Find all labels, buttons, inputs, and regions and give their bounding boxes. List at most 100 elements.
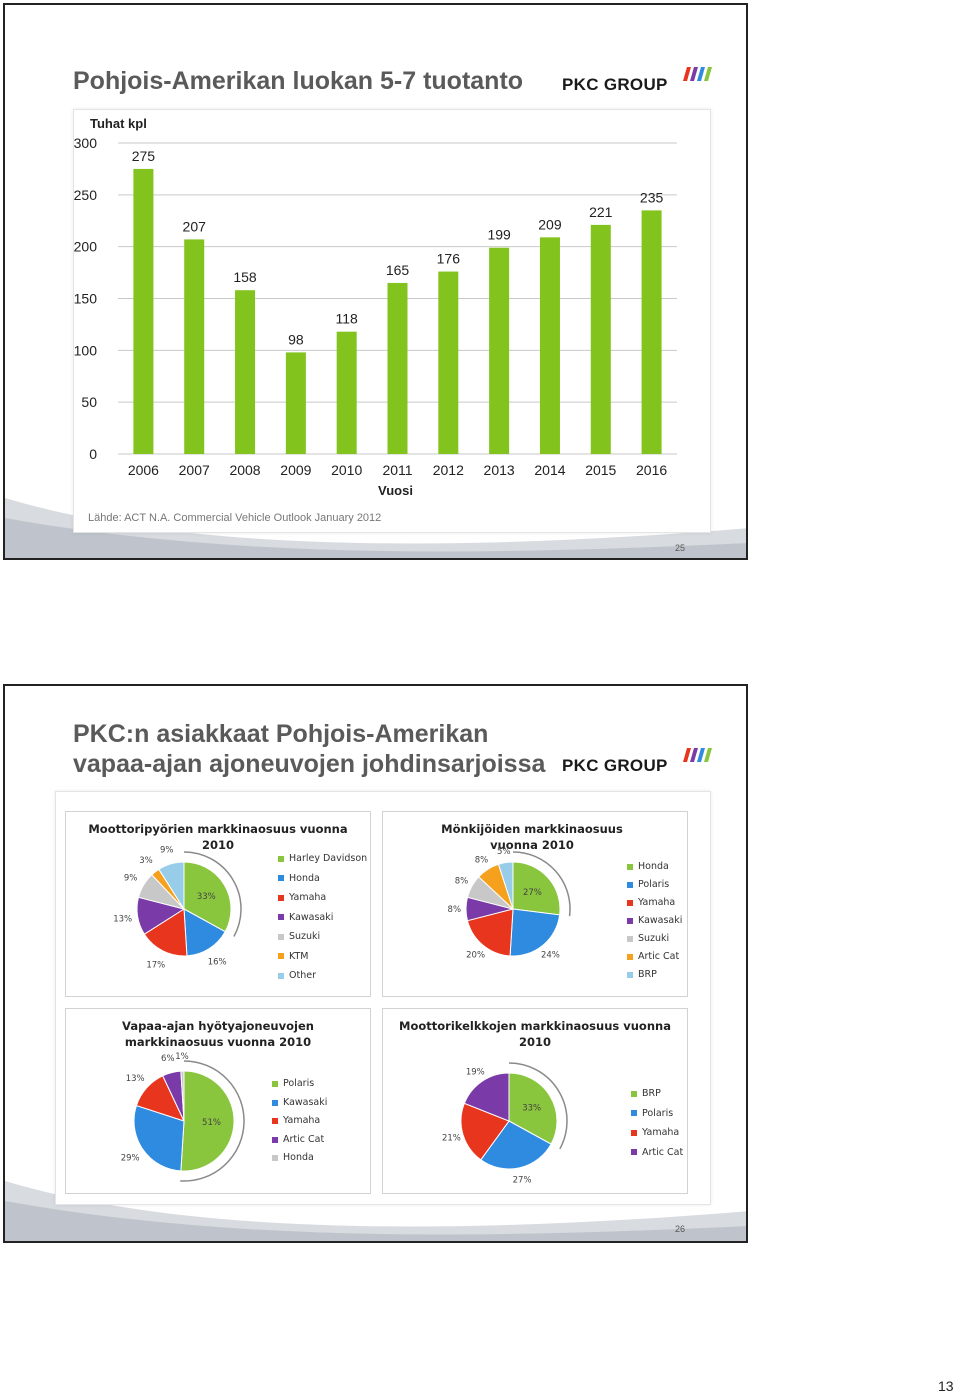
legend-item: Artic Cat [627, 948, 682, 966]
legend-swatch [627, 918, 633, 924]
slice-label: 33% [522, 1104, 541, 1114]
y-tick-label: 300 [74, 135, 98, 151]
pie-chart-utility-vehicles: Vapaa-ajan hyötyajoneuvojen markkinaosuus… [65, 1008, 371, 1194]
slide-2: PKC:n asiakkaat Pohjois-Amerikan vapaa-a… [3, 684, 748, 1243]
slice-label: 13% [113, 915, 132, 925]
slice-label: 13% [126, 1074, 145, 1084]
legend-swatch [631, 1149, 637, 1156]
legend-label: Artic Cat [642, 1146, 684, 1158]
legend-label: Yamaha [638, 897, 676, 908]
data-label: 235 [640, 189, 664, 205]
x-axis-label: Vuosi [378, 483, 413, 498]
legend-swatch [278, 855, 284, 862]
legend-swatch [631, 1129, 637, 1136]
bar [133, 168, 154, 454]
data-label: 118 [336, 311, 359, 327]
legend-item: Polaris [631, 1104, 683, 1124]
legend-item: Yamaha [627, 894, 682, 912]
data-label: 207 [183, 218, 207, 234]
x-tick-label: 2011 [382, 462, 412, 478]
legend-label: Kawasaki [289, 911, 334, 923]
page-number: 25 [675, 543, 686, 553]
pie-slice [133, 1104, 185, 1172]
slice-label: 19% [466, 1067, 485, 1077]
legend-item: Honda [272, 1149, 327, 1168]
y-tick-label: 100 [74, 342, 98, 358]
x-tick-label: 2016 [636, 462, 667, 478]
legend-label: Honda [289, 872, 320, 884]
legend-label: Suzuki [638, 933, 670, 944]
source-note: Lähde: ACT N.A. Commercial Vehicle Outlo… [88, 512, 382, 524]
slice-label: 6% [161, 1054, 175, 1064]
legend-item: Yamaha [272, 1112, 327, 1131]
legend-swatch [627, 972, 633, 978]
bar [438, 271, 459, 454]
x-tick-label: 2015 [585, 462, 616, 478]
bar [336, 331, 357, 454]
pie-svg: 33%16%17%13%9%3%9% [113, 845, 242, 970]
legend-swatch [627, 864, 633, 870]
pie-chart-snowmobiles: Moottorikelkkojen markkinaosuus vuonna 20… [382, 1008, 688, 1194]
chart-title: Vapaa-ajan hyötyajoneuvojen markkinaosuus… [122, 1019, 314, 1049]
slide-1: Pohjois-Amerikan luokan 5-7 tuotanto PKC… [3, 3, 748, 560]
slide-title: Pohjois-Amerikan luokan 5-7 tuotanto [73, 67, 524, 95]
slice-label: 8% [448, 905, 462, 915]
legend-label: BRP [638, 969, 657, 980]
pie-slice [509, 908, 561, 957]
bar [285, 352, 306, 454]
legend-item: Polaris [627, 876, 682, 894]
slice-label: 27% [513, 1176, 532, 1186]
legend-item: Kawasaki [627, 912, 682, 930]
legend-swatch [278, 972, 284, 979]
chart-title: Moottorikelkkojen markkinaosuus vuonna 20… [399, 1019, 671, 1049]
legend-label: BRP [642, 1088, 661, 1099]
legend-item: Honda [627, 858, 682, 876]
slice-label: 17% [146, 960, 165, 970]
legend-item: Kawasaki [272, 1094, 327, 1113]
x-tick-label: 2010 [331, 462, 362, 478]
pie-svg: 51% 29% 13% 6% 1% [121, 1052, 245, 1182]
bar [387, 282, 408, 454]
bar [590, 224, 611, 454]
legend-label: KTM [289, 950, 309, 962]
pie-chart-atv: Mönkijöiden markkinaosuus vuonna 2010 27%… [382, 811, 688, 997]
legend-item: Yamaha [631, 1123, 683, 1143]
slice-label: 8% [455, 877, 469, 887]
legend-item: Artic Cat [272, 1131, 327, 1150]
x-tick-label: 2007 [179, 462, 210, 478]
legend-item: Honda [278, 869, 367, 889]
swoosh-decoration [5, 498, 746, 558]
chart-title: Moottoripyörien markkinaosuus vuonna 2010 [88, 822, 348, 852]
slice-label: 29% [121, 1154, 140, 1164]
legend-item: Suzuki [627, 930, 682, 948]
legend-swatch [272, 1136, 278, 1143]
legend-swatch [278, 914, 284, 921]
legend-swatch [272, 1081, 278, 1088]
legend-swatch [278, 933, 284, 940]
data-label: 209 [538, 216, 562, 232]
pie-slice [460, 1102, 510, 1161]
slide-title: PKC:n asiakkaat Pohjois-Amerikan vapaa-a… [73, 719, 545, 779]
legend-swatch [631, 1090, 637, 1097]
pie-slice [180, 1070, 185, 1122]
highlight-arc [180, 1060, 245, 1182]
legend-swatch [627, 954, 633, 960]
y-tick-label: 250 [74, 187, 98, 203]
document-page-number: 13 [938, 1378, 954, 1394]
data-label: 275 [132, 148, 156, 164]
slide-title-line-2: vapaa-ajan ajoneuvojen johdinsarjoissa [73, 750, 546, 778]
logo-stripes-icon [683, 748, 712, 762]
y-axis-label: Tuhat kpl [90, 116, 147, 131]
legend-item: BRP [631, 1084, 683, 1104]
legend-label: Honda [638, 861, 669, 872]
legend: BRP Polaris Yamaha Artic Cat [631, 1084, 683, 1162]
pkc-logo: PKC GROUP [562, 65, 712, 95]
pie-slice [183, 861, 232, 933]
slice-label: 16% [208, 957, 227, 967]
slice-label: 9% [160, 845, 174, 855]
legend-label: Suzuki [289, 931, 321, 942]
data-label: 199 [487, 227, 511, 243]
bar [539, 237, 560, 454]
pie-svg: 27% 24% 20% 8% 8% 8% 5% [448, 847, 571, 960]
slice-label: 24% [541, 950, 560, 960]
